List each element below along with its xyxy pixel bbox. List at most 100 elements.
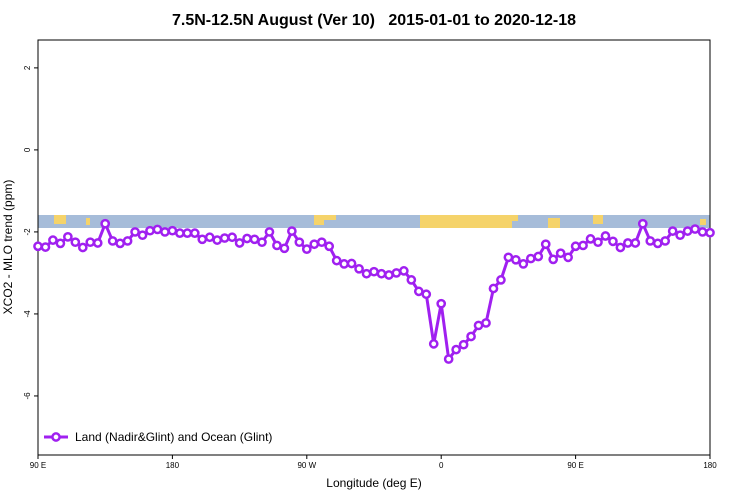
y-tick-label: -2 xyxy=(23,228,32,236)
data-point xyxy=(212,235,223,245)
data-point xyxy=(70,237,81,248)
data-point xyxy=(682,226,693,236)
data-point xyxy=(152,224,163,235)
data-point xyxy=(413,286,424,297)
data-point xyxy=(436,298,447,309)
data-point xyxy=(705,227,715,238)
data-point xyxy=(496,275,506,285)
data-point xyxy=(137,230,148,241)
data-point xyxy=(369,266,379,277)
legend-marker xyxy=(51,432,61,442)
data-point xyxy=(272,240,282,251)
data-point xyxy=(115,238,125,249)
data-point xyxy=(585,234,596,244)
y-tick-label: -6 xyxy=(23,392,32,400)
data-point xyxy=(107,236,118,246)
data-point xyxy=(204,232,215,243)
data-point xyxy=(242,233,252,244)
data-point xyxy=(540,239,551,250)
data-point xyxy=(33,241,43,252)
data-point xyxy=(623,238,633,248)
data-point xyxy=(690,224,700,234)
data-point xyxy=(160,227,170,237)
data-point xyxy=(175,228,185,238)
data-point xyxy=(600,231,611,241)
data-point xyxy=(354,263,364,274)
data-point xyxy=(257,237,267,248)
x-tick-label: 180 xyxy=(703,461,717,470)
data-point xyxy=(555,248,566,259)
data-point xyxy=(376,268,387,279)
data-point xyxy=(578,240,588,251)
data-point xyxy=(361,268,372,279)
data-point xyxy=(48,235,58,245)
data-point xyxy=(533,251,544,262)
data-point xyxy=(85,237,96,248)
data-point xyxy=(287,226,297,236)
data-point xyxy=(227,232,237,243)
y-tick-label: -4 xyxy=(23,310,32,318)
data-point xyxy=(189,228,200,238)
data-point xyxy=(234,238,245,248)
y-tick-label: 2 xyxy=(23,65,32,70)
chart-title: 7.5N-12.5N August (Ver 10) 2015-01-01 to… xyxy=(172,12,576,29)
data-point xyxy=(331,255,342,266)
data-point xyxy=(399,266,409,276)
data-point xyxy=(525,253,536,264)
data-point xyxy=(339,259,349,269)
data-point xyxy=(309,239,320,250)
data-point xyxy=(197,234,208,245)
data-point xyxy=(130,227,140,237)
data-point xyxy=(570,241,581,252)
x-axis-label: Longitude (deg E) xyxy=(326,476,421,490)
data-point xyxy=(443,354,454,364)
map-strip xyxy=(38,215,710,228)
data-point xyxy=(182,228,193,238)
data-point xyxy=(645,236,656,246)
x-tick-label: 180 xyxy=(166,461,180,470)
data-point xyxy=(294,237,305,248)
x-tick-label: 90 W xyxy=(297,461,316,470)
data-point xyxy=(488,283,499,294)
data-point xyxy=(421,289,432,300)
data-point xyxy=(637,218,648,229)
data-point xyxy=(667,226,678,236)
data-point xyxy=(92,238,103,248)
y-tick-label: 0 xyxy=(23,147,32,152)
data-point xyxy=(122,236,133,246)
data-point xyxy=(615,242,626,253)
x-tick-label: 90 E xyxy=(30,461,46,470)
data-point xyxy=(55,238,66,249)
data-point xyxy=(518,259,529,269)
data-point xyxy=(675,230,685,241)
data-point xyxy=(630,238,641,248)
data-point xyxy=(384,270,394,280)
data-point xyxy=(481,318,491,328)
data-point xyxy=(279,243,290,254)
data-point xyxy=(100,218,111,229)
data-point xyxy=(511,254,521,265)
data-point xyxy=(660,236,671,246)
data-point xyxy=(466,331,476,342)
data-point xyxy=(316,237,327,248)
data-point xyxy=(563,252,573,263)
data-point xyxy=(652,238,663,249)
data-point xyxy=(406,275,417,285)
data-point xyxy=(63,231,73,242)
plot-frame xyxy=(37,39,711,456)
data-point xyxy=(324,241,335,252)
data-point xyxy=(451,344,461,355)
data-point xyxy=(167,225,178,236)
data-point xyxy=(503,252,514,263)
data-point xyxy=(249,234,260,245)
x-tick-label: 0 xyxy=(439,461,444,470)
data-point xyxy=(301,244,312,254)
data-point xyxy=(391,268,402,278)
y-axis-label: XCO2 - MLO trend (ppm) xyxy=(1,180,15,315)
data-point xyxy=(145,225,155,236)
data-point xyxy=(40,242,51,252)
data-point xyxy=(77,242,88,253)
data-point xyxy=(346,258,357,269)
data-point xyxy=(608,236,618,247)
